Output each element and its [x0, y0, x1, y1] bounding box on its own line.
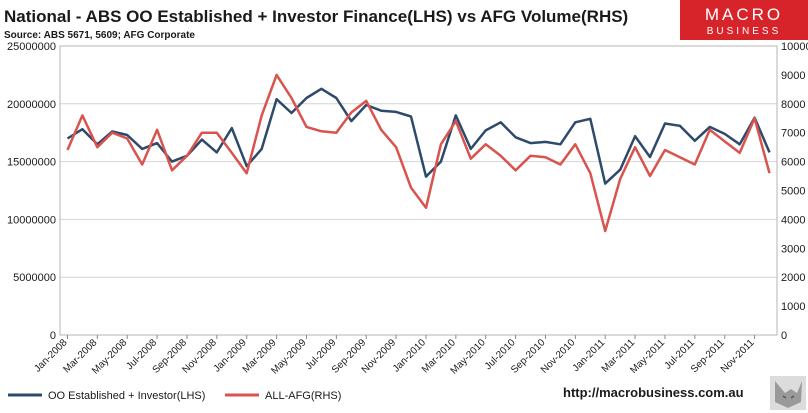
y-right-tick-label: 5000: [781, 186, 805, 198]
source-url: http://macrobusiness.com.au: [563, 385, 744, 400]
y-right-tick-label: 4000: [781, 214, 805, 226]
y-right-tick-label: 0: [781, 330, 787, 342]
fox-emblem: [770, 376, 806, 410]
y-right-tick-label: 8000: [781, 99, 805, 111]
y-right-tick-label: 10000: [781, 41, 808, 53]
y-left-tick-label: 25000000: [7, 41, 56, 53]
y-axis-right: 0 1000 2000 3000 4000 5000 6000 7000 8000 9000 100…: [781, 41, 808, 342]
y-left-tick-label: 20000000: [7, 99, 56, 111]
y-right-tick-label: 1000: [781, 301, 805, 313]
gridlines: [60, 45, 777, 336]
logo-line-1: MACRO: [705, 5, 783, 24]
x-axis: Jan-2008Mar-2008May-2008Jul-2008Sep-2008…: [32, 335, 757, 377]
y-left-tick-label: 10000000: [7, 214, 56, 226]
legend-label-oo: OO Established + Investor(LHS): [48, 390, 205, 402]
y-right-tick-label: 3000: [781, 243, 805, 255]
y-right-tick-label: 2000: [781, 272, 805, 284]
series-line-1: [66, 73, 771, 233]
y-left-tick-label: 15000000: [7, 157, 56, 169]
legend-label-afg: ALL-AFG(RHS): [265, 390, 341, 402]
macrobusiness-logo: MACRO BUSINESS: [680, 0, 808, 40]
y-left-tick-label: 0: [50, 330, 56, 342]
y-right-tick-label: 9000: [781, 70, 805, 82]
y-left-tick-label: 5000000: [13, 272, 56, 284]
y-right-tick-label: 6000: [781, 157, 805, 169]
x-tick-label: Nov-2011: [719, 337, 757, 375]
legend: OO Established + Investor(LHS) ALL-AFG(R…: [8, 390, 341, 402]
chart-subtitle: Source: ABS 5671, 5609; AFG Corporate: [4, 30, 195, 41]
y-axis-left: 0 5000000 10000000 15000000 20000000 25000000: [7, 41, 56, 342]
chart-title: National - ABS OO Established + Investor…: [4, 7, 628, 26]
series-group: [66, 73, 771, 233]
y-right-tick-label: 7000: [781, 128, 805, 140]
logo-line-2: BUSINESS: [707, 26, 782, 37]
plot-area-border: [59, 45, 778, 336]
